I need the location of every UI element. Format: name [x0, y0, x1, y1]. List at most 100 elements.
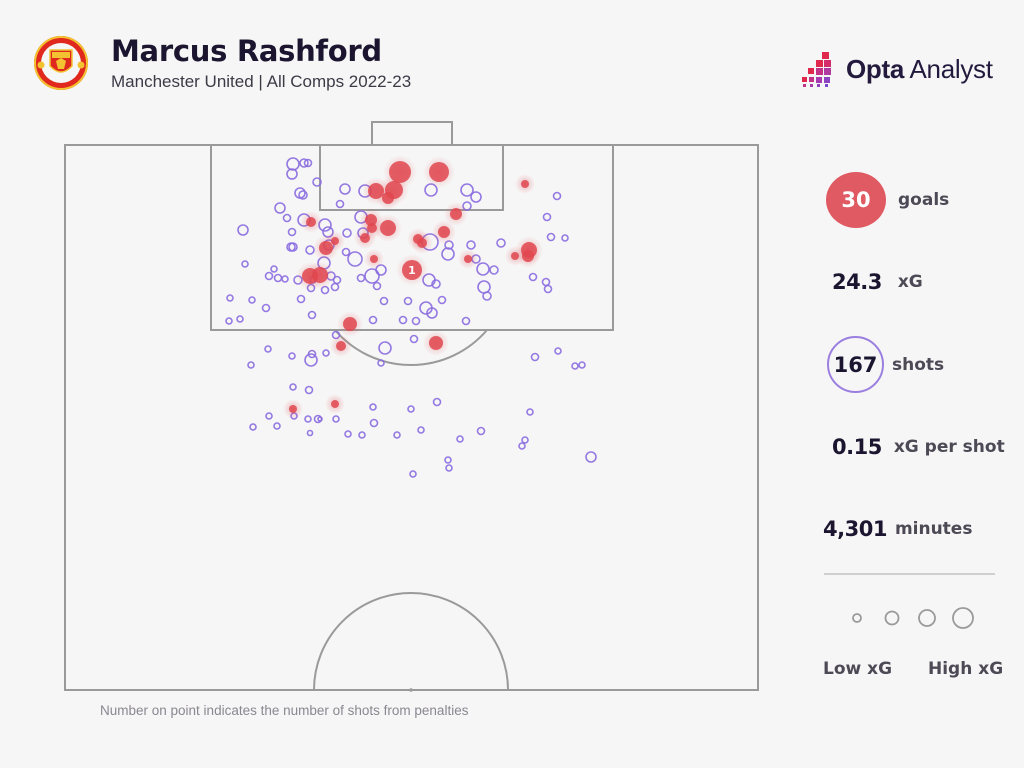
shot-point [432, 397, 442, 407]
goals-badge: 30 [826, 172, 886, 228]
shot-point [552, 191, 562, 201]
shot-point [496, 238, 506, 248]
minutes-value: 4,301 [823, 517, 887, 541]
legend-high-xg: High xG [928, 659, 1004, 679]
shot-point [330, 282, 340, 292]
shot-point [339, 183, 351, 195]
shot-point [341, 247, 351, 257]
xg-size-legend-icon [852, 607, 974, 629]
shot-point [460, 183, 474, 197]
pitch-markings [64, 121, 759, 692]
xg-per-shot-value: 0.15 [832, 435, 882, 459]
shot-point [526, 408, 534, 416]
shot-point [273, 422, 281, 430]
shot-point [270, 265, 278, 273]
goal-point [336, 341, 346, 351]
shot-point [282, 213, 292, 223]
shot-point [303, 158, 313, 168]
shot-point [298, 190, 308, 200]
shot-point [304, 353, 318, 367]
shot-point [265, 412, 273, 420]
shot-point [518, 442, 526, 450]
centre-spot [409, 688, 413, 692]
shot-point [470, 191, 482, 203]
shots-label: shots [892, 354, 945, 375]
shot-point [437, 295, 447, 305]
shot-point [417, 426, 425, 434]
legend-circle [884, 610, 900, 626]
shot-point [347, 251, 363, 267]
opta-analyst-logo: Opta Analyst [800, 50, 993, 88]
footnote: Number on point indicates the number of … [100, 703, 469, 718]
shot-point [286, 157, 300, 171]
shot-point [543, 284, 553, 294]
goal-point [522, 250, 534, 262]
goal-point [319, 241, 333, 255]
shot-point [358, 431, 366, 439]
shot-point [356, 273, 366, 283]
shot-point [476, 426, 486, 436]
shots-badge: 167 [827, 336, 884, 393]
goal-point [360, 233, 370, 243]
shot-point [398, 315, 408, 325]
shot-point [299, 158, 309, 168]
shot-point [461, 316, 471, 326]
shot-point [368, 315, 378, 325]
shot-point [261, 303, 271, 313]
goal-point [289, 405, 297, 413]
shot-point [426, 307, 438, 319]
shot-point [542, 212, 552, 222]
shot-point [409, 334, 419, 344]
shots-layer [225, 157, 597, 478]
shot-point [226, 294, 234, 302]
shot-point [411, 316, 421, 326]
legend-circle [952, 607, 974, 629]
stat-xg: 24.3 xG [832, 270, 923, 294]
shot-point [264, 271, 274, 281]
goal-point [331, 400, 339, 408]
shot-point [241, 260, 249, 268]
shot-point [288, 242, 298, 252]
goal-point [450, 208, 462, 220]
shot-point [554, 347, 562, 355]
shot-point [304, 415, 312, 423]
shot-point [335, 199, 345, 209]
shot-point [307, 310, 317, 320]
shot-point [249, 423, 257, 431]
shot-point [578, 361, 586, 369]
shot-point [225, 317, 233, 325]
shot-point [317, 416, 323, 422]
shot-point [407, 405, 415, 413]
goal-point [380, 220, 396, 236]
page-title: Marcus Rashford [111, 34, 382, 68]
shot-point [528, 272, 538, 282]
shot-point [237, 224, 249, 236]
shot-point [377, 359, 385, 367]
shot-point [571, 362, 579, 370]
shot-point [296, 294, 306, 304]
shot-point [546, 232, 556, 242]
shot-point [344, 430, 352, 438]
xg-value: 24.3 [832, 270, 882, 294]
goal-frame [371, 121, 453, 146]
brand-name-bold: Opta [846, 53, 905, 84]
opta-pixel-mark-icon [802, 52, 831, 87]
goal-point [429, 162, 449, 182]
shot-point [342, 228, 352, 238]
shot-point [273, 273, 283, 283]
goal-point [306, 217, 316, 227]
goal-point [417, 238, 427, 248]
shot-point [476, 262, 490, 276]
shot-point [332, 275, 342, 285]
stat-shots: 167 shots [827, 336, 944, 393]
legend-low-xg: Low xG [823, 659, 893, 679]
goal-point [464, 255, 472, 263]
shot-point [585, 451, 597, 463]
shot-point [393, 431, 401, 439]
shot-point [369, 403, 377, 411]
pitch-outline [64, 144, 759, 691]
shot-point [289, 383, 297, 391]
brand-name-light: Analyst [904, 53, 993, 84]
shot-point [264, 345, 272, 353]
legend-circle [918, 609, 936, 627]
